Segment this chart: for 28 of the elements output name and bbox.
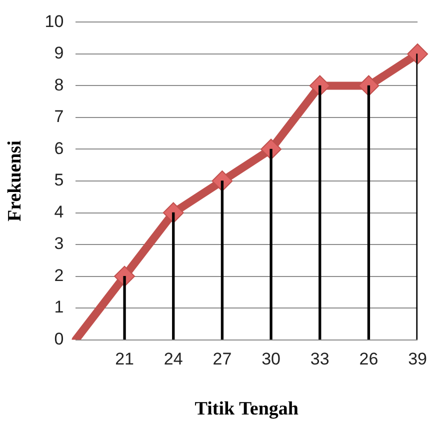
y-tick-label: 2: [54, 266, 64, 285]
x-axis-title: Titik Tengah: [194, 398, 299, 420]
y-tick-label: 7: [54, 107, 64, 126]
y-tick-label: 8: [54, 75, 64, 94]
x-tick-label: 21: [115, 350, 134, 369]
y-tick-label: 9: [54, 44, 64, 63]
x-tick-label: 30: [262, 350, 281, 369]
x-tick-label: 27: [212, 350, 232, 369]
bar: [318, 85, 322, 340]
x-tick-label: 33: [310, 350, 330, 369]
y-tick-label: 0: [54, 329, 64, 348]
point: [407, 43, 428, 64]
x-tick-label: 24: [164, 350, 183, 369]
bar: [367, 85, 370, 340]
x-tick-label: 26: [359, 350, 378, 369]
y-tick-label: 4: [54, 202, 64, 222]
y-tick-label: 5: [54, 170, 64, 190]
x-tick-label: 39: [408, 350, 428, 369]
bar: [172, 212, 175, 340]
bar: [416, 54, 418, 340]
y-tick-label: 6: [54, 138, 64, 158]
y-tick-label: 10: [44, 12, 64, 31]
y-tick-label: 1: [54, 298, 64, 317]
bar: [123, 276, 126, 340]
bar: [220, 180, 224, 340]
y-tick-label: 3: [54, 234, 64, 254]
y-axis-title: Frekuensi: [4, 140, 26, 222]
bar: [270, 148, 272, 340]
